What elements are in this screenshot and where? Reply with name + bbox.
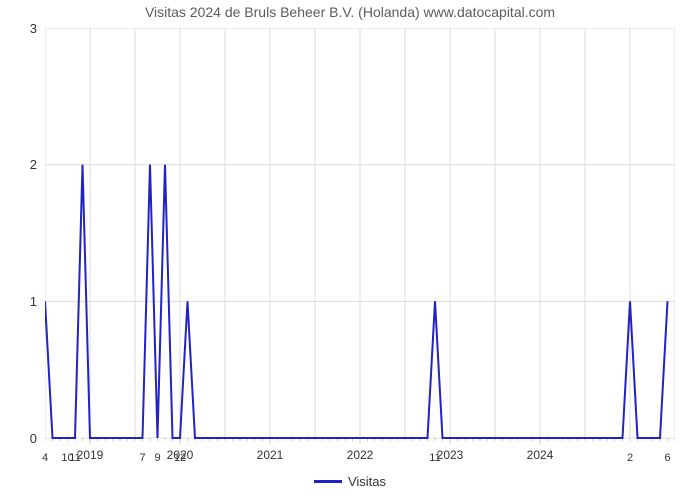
- x-year-label: 2021: [257, 448, 284, 462]
- data-point-label: 11: [69, 452, 80, 464]
- data-point-label: 11: [429, 452, 440, 464]
- legend-label: Visitas: [348, 474, 386, 489]
- chart-container: Visitas 2024 de Bruls Beheer B.V. (Holan…: [0, 0, 700, 500]
- legend: Visitas: [0, 474, 700, 489]
- y-tick-label: 2: [30, 157, 37, 172]
- y-tick-label: 1: [30, 294, 37, 309]
- data-point-label: 4: [42, 452, 48, 464]
- data-point-label: 9: [154, 452, 160, 464]
- chart-title: Visitas 2024 de Bruls Beheer B.V. (Holan…: [0, 4, 700, 20]
- legend-swatch: [314, 480, 342, 483]
- plot-area: [45, 28, 675, 468]
- y-tick-label: 0: [30, 431, 37, 446]
- x-year-label: 2022: [347, 448, 374, 462]
- data-point-label: 12: [174, 452, 186, 464]
- data-point-label: 6: [664, 452, 670, 464]
- y-tick-label: 3: [30, 21, 37, 36]
- data-point-label: 7: [139, 452, 145, 464]
- x-year-label: 2024: [527, 448, 554, 462]
- data-point-label: 2: [627, 452, 633, 464]
